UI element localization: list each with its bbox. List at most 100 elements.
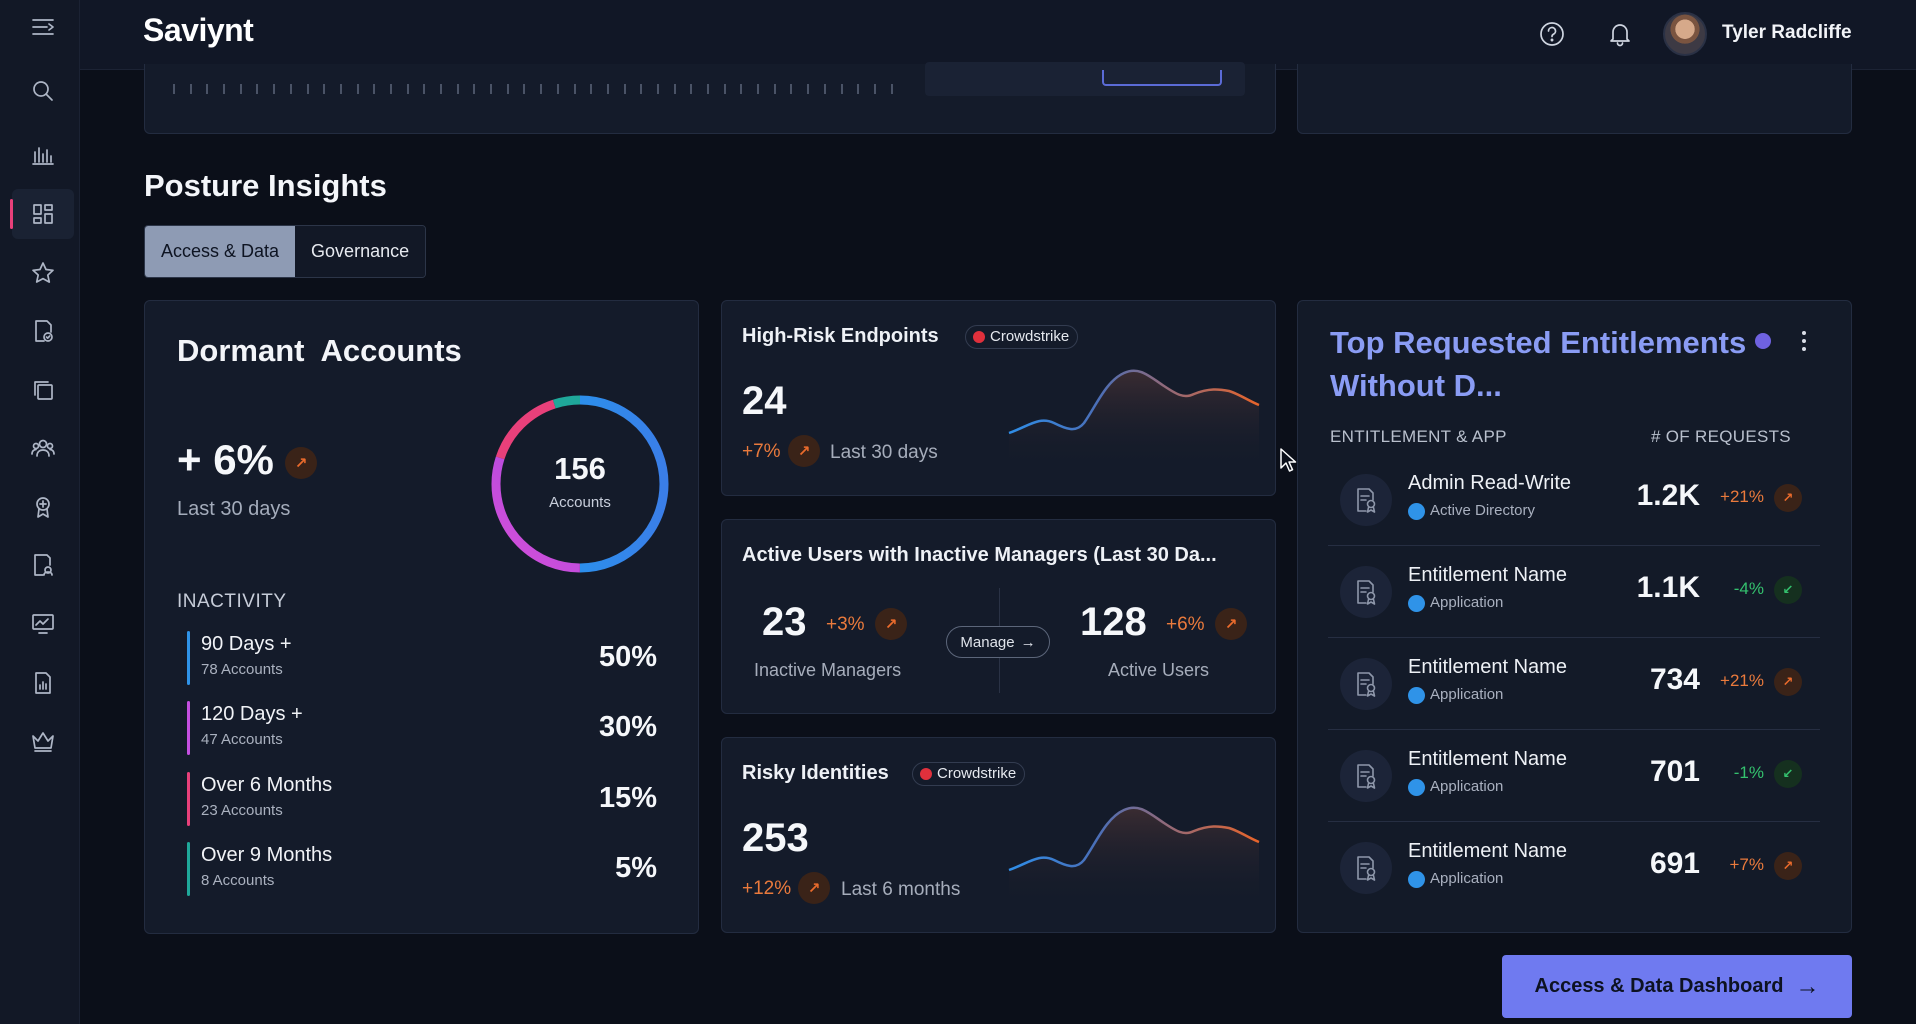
request-change: +21% xyxy=(1720,671,1764,690)
high-risk-change: +7% xyxy=(742,441,781,462)
inactive-managers-label: Inactive Managers xyxy=(754,660,902,680)
entitlement-app: Application xyxy=(1408,870,1503,888)
risky-title: Risky Identities xyxy=(742,762,889,784)
entitlement-doc-icon xyxy=(1340,658,1392,710)
sidebar xyxy=(0,0,80,1024)
notification-bell-icon[interactable] xyxy=(1605,19,1635,49)
certification-icon[interactable] xyxy=(12,306,74,356)
high-risk-sparkline xyxy=(1008,369,1260,471)
entitlement-row[interactable]: Entitlement Name Application 701 -1% ↙ xyxy=(1328,730,1820,822)
arrow-right-icon: → xyxy=(1020,633,1036,651)
timeline-ticks xyxy=(173,84,893,98)
active-users-title: Active Users with Inactive Managers (Las… xyxy=(742,544,1217,566)
risky-change: +12% xyxy=(742,878,792,899)
arrow-right-icon: → xyxy=(1795,972,1820,1000)
inactivity-row[interactable]: 120 Days + 47 Accounts 30% xyxy=(187,701,657,755)
request-count: 1.1K xyxy=(1636,571,1700,604)
donut-segment xyxy=(491,395,669,573)
manage-button[interactable]: Manage → xyxy=(946,626,1050,658)
entitlement-row[interactable]: Admin Read-Write Active Directory 1.2K +… xyxy=(1328,454,1820,546)
entitlement-row[interactable]: Entitlement Name Application 734 +21% ↗ xyxy=(1328,638,1820,730)
entitlement-name: Entitlement Name xyxy=(1408,564,1567,586)
trend-up-icon: ↗ xyxy=(798,872,830,904)
trend-up-icon: ↗ xyxy=(1774,484,1802,512)
donut-segment xyxy=(491,395,669,573)
top-card-button[interactable] xyxy=(1102,70,1222,86)
entitlement-doc-icon xyxy=(1340,842,1392,894)
inactivity-row-value: 15% xyxy=(598,782,657,814)
search-icon[interactable] xyxy=(12,66,74,116)
entitlement-doc-icon xyxy=(1340,474,1392,526)
inactive-managers-change: +3% xyxy=(826,614,865,635)
chart-doc-icon[interactable] xyxy=(12,658,74,708)
inactivity-row-value: 5% xyxy=(615,852,657,884)
dashboard-icon[interactable] xyxy=(10,189,74,239)
menu-icon[interactable] xyxy=(12,2,74,52)
entitlement-row[interactable]: Entitlement Name Application 1.1K -4% ↙ xyxy=(1328,546,1820,638)
trend-down-icon: ↙ xyxy=(1774,576,1802,604)
top-requested-title: Top Requested Entitlements Without D... xyxy=(1330,325,1747,403)
top-header: Saviynt Tyler Radcliffe xyxy=(80,0,1916,70)
active-users-change: +6% xyxy=(1166,614,1205,635)
dormant-total-label: Accounts xyxy=(549,494,611,511)
inactivity-row[interactable]: 90 Days + 78 Accounts 50% xyxy=(187,631,657,685)
info-icon[interactable] xyxy=(1755,333,1771,349)
help-icon[interactable] xyxy=(1537,19,1567,49)
user-name[interactable]: Tyler Radcliffe xyxy=(1722,22,1852,43)
dormant-accounts-card[interactable]: Dormant Accounts + 6% ↗ Last 30 days 156… xyxy=(144,300,699,934)
dormant-period: Last 30 days xyxy=(177,498,291,520)
inactivity-row-value: 50% xyxy=(598,641,657,673)
mouse-cursor-icon xyxy=(1280,448,1297,472)
app-logo[interactable]: Saviynt xyxy=(143,12,254,48)
request-change: -4% xyxy=(1733,579,1764,598)
top-requested-entitlements-card[interactable]: Top Requested Entitlements Without D... … xyxy=(1297,300,1852,933)
trend-up-icon: ↗ xyxy=(788,435,820,467)
tab-governance[interactable]: Governance xyxy=(295,226,426,277)
inactivity-row-count: 78 Accounts xyxy=(201,661,283,678)
inactivity-bar xyxy=(187,772,190,826)
inactivity-row-label: Over 9 Months xyxy=(201,844,333,866)
tab-access-data[interactable]: Access & Data xyxy=(145,226,296,277)
badge-icon[interactable] xyxy=(12,482,74,532)
copy-icon[interactable] xyxy=(12,365,74,415)
high-risk-value: 24 xyxy=(742,379,787,423)
section-title: Posture Insights xyxy=(144,168,387,203)
access-data-dashboard-button[interactable]: Access & Data Dashboard → xyxy=(1502,955,1852,1018)
more-options-icon[interactable] xyxy=(1794,325,1814,357)
inactive-managers-value: 23 xyxy=(762,600,807,644)
dormant-change: + 6% xyxy=(177,436,274,483)
user-avatar[interactable] xyxy=(1663,12,1707,56)
high-risk-period: Last 30 days xyxy=(830,442,938,463)
inactivity-row[interactable]: Over 9 Months 8 Accounts 5% xyxy=(187,842,657,896)
inactivity-row-count: 47 Accounts xyxy=(201,731,283,748)
risky-identities-card[interactable]: Risky Identities Crowdstrike 253 +12% ↗ … xyxy=(721,737,1276,933)
report-icon[interactable] xyxy=(12,540,74,590)
entitlement-name: Entitlement Name xyxy=(1408,656,1567,678)
inactivity-row-count: 23 Accounts xyxy=(201,802,283,819)
top-chart-card xyxy=(144,62,1276,134)
request-count: 1.2K xyxy=(1636,479,1700,512)
dormant-total: 156 xyxy=(554,451,606,486)
top-panel xyxy=(925,62,1245,96)
users-icon[interactable] xyxy=(12,423,74,473)
crowdstrike-badge: Crowdstrike xyxy=(965,325,1079,349)
crowdstrike-badge: Crowdstrike xyxy=(912,762,1026,786)
column-header-requests: # OF REQUESTS xyxy=(1651,427,1791,446)
crown-icon[interactable] xyxy=(12,716,74,766)
trend-up-icon: ↗ xyxy=(1774,852,1802,880)
star-icon[interactable] xyxy=(12,248,74,298)
posture-tabs: Access & Data Governance xyxy=(144,225,427,278)
monitor-icon[interactable] xyxy=(12,599,74,649)
cta-label: Access & Data Dashboard xyxy=(1534,975,1784,997)
analytics-icon[interactable] xyxy=(12,130,74,180)
inactivity-row-label: 120 Days + xyxy=(201,703,303,725)
active-users-label: Active Users xyxy=(1108,660,1210,680)
high-risk-endpoints-card[interactable]: High-Risk Endpoints Crowdstrike 24 +7% ↗… xyxy=(721,300,1276,496)
entitlement-row[interactable]: Entitlement Name Application 691 +7% ↗ xyxy=(1328,822,1820,914)
inactivity-bar xyxy=(187,631,190,685)
risky-value: 253 xyxy=(742,816,809,860)
inactivity-row-label: Over 6 Months xyxy=(201,774,333,796)
inactivity-row[interactable]: Over 6 Months 23 Accounts 15% xyxy=(187,772,657,826)
trend-up-icon: ↗ xyxy=(285,447,317,479)
active-users-inactive-managers-card[interactable]: Active Users with Inactive Managers (Las… xyxy=(721,519,1276,714)
